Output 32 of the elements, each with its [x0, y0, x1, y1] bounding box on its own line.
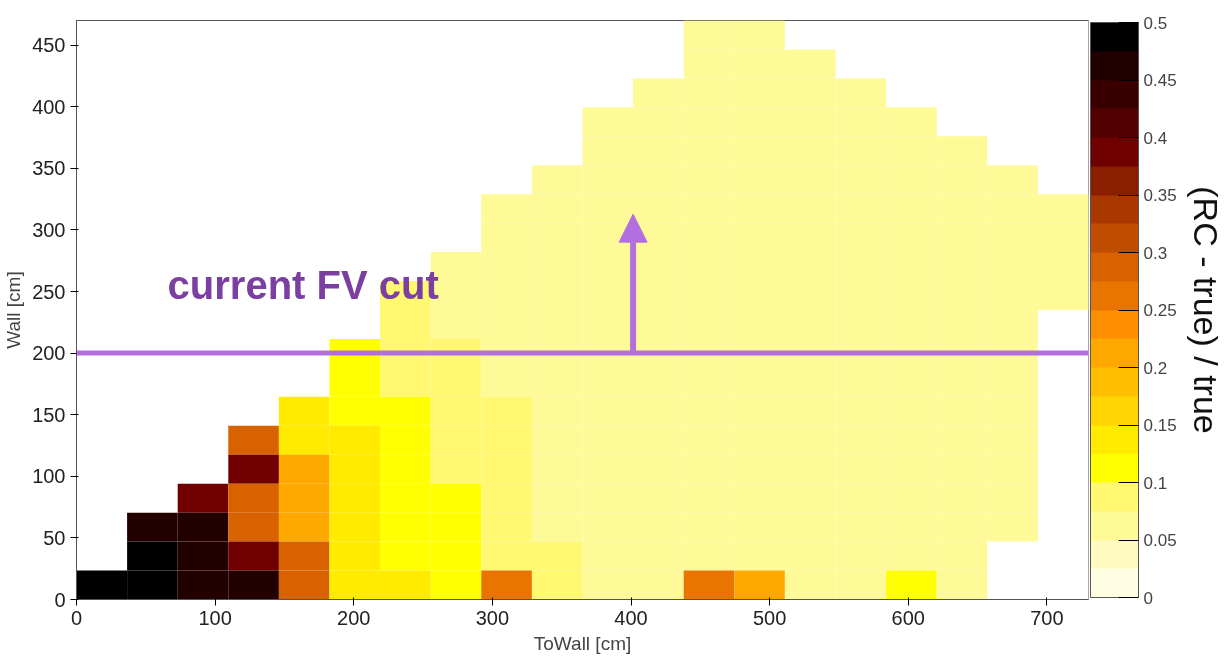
color-bar-label: 0.1 — [1143, 473, 1168, 493]
color-bar-label: 0.5 — [1143, 13, 1168, 33]
color-bar-label: 0.3 — [1143, 243, 1168, 263]
y-tick-label: 0 — [54, 588, 66, 611]
x-tick-label: 600 — [891, 606, 925, 629]
x-tick-label: 0 — [70, 606, 83, 629]
x-tick-label: 300 — [475, 606, 510, 629]
y-tick-label: 350 — [32, 157, 66, 180]
color-bar-label: 0.2 — [1143, 358, 1168, 378]
x-axis-title: ToWall [cm] — [533, 632, 632, 654]
x-tick-label: 700 — [1030, 606, 1064, 629]
x-tick-label: 200 — [337, 606, 371, 629]
color-bar-label: 0.05 — [1143, 531, 1177, 550]
color-bar-label: 0.4 — [1143, 128, 1168, 148]
y-tick-label: 150 — [32, 403, 66, 426]
y-axis-title: Wall [cm] — [3, 271, 25, 349]
y-tick-label: 100 — [32, 465, 66, 488]
x-tick-label: 400 — [614, 606, 648, 629]
y-tick-label: 300 — [32, 218, 66, 241]
color-bar-label: 0.25 — [1143, 301, 1177, 320]
y-tick-label: 400 — [32, 95, 66, 118]
y-tick-label: 450 — [32, 34, 66, 57]
y-tick-label: 200 — [32, 342, 66, 365]
color-bar-label: 0.35 — [1143, 186, 1177, 205]
y-tick-label: 50 — [43, 526, 66, 549]
color-bar-label: 0.45 — [1143, 71, 1177, 90]
x-tick-label: 500 — [752, 606, 787, 629]
x-tick-label: 100 — [198, 606, 232, 629]
color-bar-title: (RC - true) / true — [1186, 186, 1225, 434]
color-bar-label: 0 — [1143, 588, 1153, 608]
color-bar-label: 0.15 — [1143, 416, 1177, 435]
y-tick-label: 250 — [32, 280, 66, 303]
